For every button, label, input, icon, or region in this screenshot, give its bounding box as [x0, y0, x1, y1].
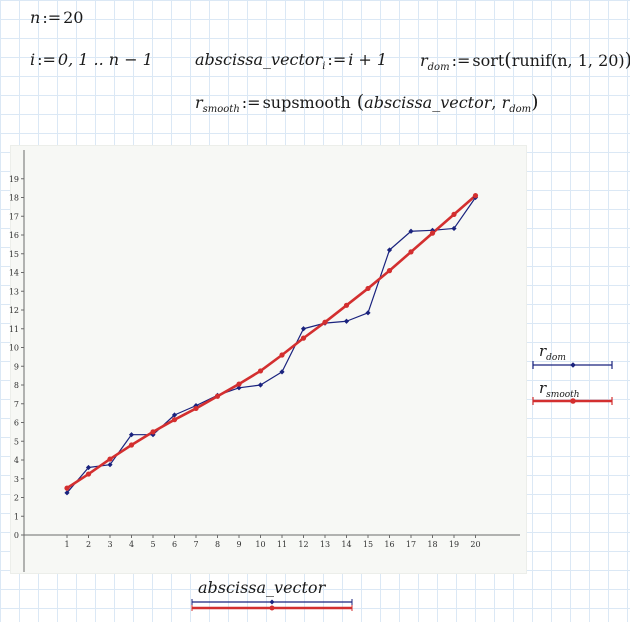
rsmooth-subscript: smooth: [202, 104, 240, 115]
assign-op: :=: [241, 93, 261, 112]
abscissa-subscript: i: [322, 61, 326, 72]
rdom-definition[interactable]: rdom:=sort(runif(n, 1, 20)): [420, 50, 630, 74]
xlabel-underline-marker: [269, 599, 275, 605]
legend-marker: [570, 362, 576, 368]
comma: ,: [491, 93, 502, 112]
assign-op: :=: [451, 51, 471, 70]
sort-function: sort: [472, 51, 505, 70]
assign-op: :=: [327, 50, 347, 69]
legend-label-rsmooth: rsmooth: [539, 379, 580, 400]
supsmooth-arg2-var: r: [501, 93, 510, 112]
n-var: n: [30, 8, 41, 27]
supsmooth-arg1: abscissa_vector: [364, 93, 492, 112]
i-var: i: [30, 50, 36, 69]
n-definition[interactable]: n:= 20: [30, 8, 83, 28]
assign-op: :=: [42, 8, 62, 27]
rdom-var: r: [420, 51, 428, 70]
supsmooth-arg2-subscript: dom: [509, 104, 532, 115]
legend-label-rdom: rdom: [539, 342, 566, 363]
rsmooth-var: r: [195, 93, 203, 112]
abscissa-var: abscissa_vector: [195, 50, 323, 69]
close-paren: ): [625, 49, 630, 71]
rsmooth-definition[interactable]: rsmooth:= supsmooth (abscissa_vector, rdo…: [195, 92, 539, 116]
runif-call: runif(n, 1, 20): [511, 51, 625, 70]
abscissa-value: i + 1: [348, 50, 388, 69]
close-paren: ): [531, 91, 539, 113]
i-range-value: 0, 1 .. n − 1: [57, 50, 153, 69]
open-paren: (: [350, 91, 365, 113]
n-value: 20: [63, 8, 84, 27]
rdom-subscript: dom: [427, 62, 450, 73]
xlabel-underline-marker: [269, 605, 275, 611]
open-paren: (: [504, 49, 512, 71]
supsmooth-function: supsmooth: [262, 93, 351, 112]
x-axis-label[interactable]: abscissa_vector: [198, 578, 326, 597]
plot-region[interactable]: [10, 145, 527, 574]
i-range-definition[interactable]: i:= 0, 1 .. n − 1: [30, 50, 153, 70]
abscissa-vector-definition[interactable]: abscissa_vectori:= i + 1: [195, 50, 387, 73]
assign-op: :=: [37, 50, 56, 69]
